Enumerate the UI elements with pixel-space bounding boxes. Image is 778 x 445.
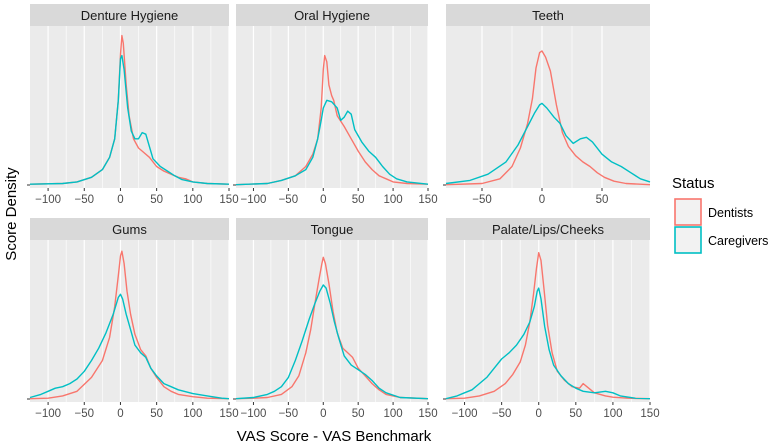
panel-background	[30, 26, 229, 188]
x-tick-label: 0	[320, 408, 326, 420]
x-tick-label: −50	[75, 194, 95, 206]
x-tick-label: 50	[150, 194, 163, 206]
panel-background	[236, 26, 428, 188]
panel-title: Denture Hygiene	[81, 8, 179, 23]
panel-strip	[236, 4, 428, 26]
panel-background	[446, 26, 650, 188]
panel-title: Teeth	[532, 8, 564, 23]
x-tick-label: −50	[75, 408, 95, 420]
legend-item-caregivers: Caregivers	[674, 226, 768, 254]
legend: Status Dentists Caregivers	[672, 175, 768, 254]
panel-title: Palate/Lips/Cheeks	[492, 222, 605, 237]
x-tick-label: −50	[472, 194, 492, 206]
density-caregivers	[29, 293, 230, 400]
density-caregivers	[445, 102, 651, 185]
density-dentists	[445, 252, 651, 400]
x-tick-label: 150	[640, 408, 659, 420]
x-tick-label: 150	[418, 194, 437, 206]
x-tick-label: −50	[279, 408, 299, 420]
legend-item-dentists: Dentists	[674, 198, 753, 226]
x-tick-label: 100	[183, 408, 202, 420]
x-tick-label: 100	[383, 194, 402, 206]
x-tick-label: 0	[536, 408, 542, 420]
panel-title: Oral Hygiene	[294, 8, 370, 23]
x-tick-label: 50	[569, 408, 582, 420]
panel-tongue: Tongue −100 −50 0 50 100 150	[233, 218, 438, 420]
panel-title: Gums	[112, 222, 147, 237]
x-tick-label: 0	[117, 408, 123, 420]
x-tick-label: 0	[320, 194, 326, 206]
x-tick-label: −100	[241, 194, 267, 206]
density-dentists	[235, 256, 429, 400]
x-tick-label: 50	[596, 194, 609, 206]
x-tick-label: 100	[183, 194, 202, 206]
panel-strip	[236, 218, 428, 240]
x-tick-label: 0	[117, 194, 123, 206]
legend-label: Dentists	[708, 206, 753, 220]
x-tick-label: 100	[603, 408, 622, 420]
x-tick-label: 50	[150, 408, 163, 420]
x-tick-label: −100	[452, 408, 478, 420]
panel-background	[30, 240, 229, 402]
x-tick-label: 0	[539, 194, 545, 206]
panel-strip	[446, 218, 650, 240]
legend-key	[674, 198, 702, 226]
x-tick-label: 50	[352, 194, 365, 206]
x-axis-title: VAS Score - VAS Benchmark	[237, 428, 432, 445]
panel-strip	[446, 4, 650, 26]
legend-label: Caregivers	[708, 234, 768, 248]
panel-gums: Gums −100 −50 0 50 100 150	[27, 218, 239, 420]
panel-strip	[30, 218, 229, 240]
density-caregivers	[445, 287, 651, 400]
x-tick-label: 150	[219, 194, 238, 206]
panel-denture-hygiene: Denture Hygiene −100 −50 0 50 100 150	[27, 4, 239, 206]
density-caregivers	[29, 54, 230, 185]
density-dentists	[445, 50, 651, 186]
x-tick-label: −100	[241, 408, 267, 420]
density-caregivers	[235, 284, 429, 400]
x-tick-label: −50	[492, 408, 512, 420]
panel-title: Tongue	[311, 222, 354, 237]
panel-background	[236, 240, 428, 402]
y-axis-title: Score Density	[3, 167, 20, 261]
x-tick-label: 100	[383, 408, 402, 420]
x-tick-label: 150	[418, 408, 437, 420]
panel-palate-lips-cheeks: Palate/Lips/Cheeks −100 −50 0 50 100 150	[443, 218, 660, 420]
panel-strip	[30, 4, 229, 26]
density-caregivers	[235, 99, 429, 186]
x-tick-label: 50	[352, 408, 365, 420]
panel-background	[446, 240, 650, 402]
legend-key	[674, 226, 702, 254]
panel-teeth: Teeth −50 0 50	[443, 4, 651, 206]
x-tick-label: 150	[219, 408, 238, 420]
panel-oral-hygiene: Oral Hygiene −100 −50 0 50 100 150	[233, 4, 438, 206]
density-dentists	[29, 250, 230, 400]
x-tick-label: −50	[279, 194, 299, 206]
density-dentists	[235, 54, 429, 186]
x-tick-label: −100	[35, 408, 61, 420]
x-tick-label: −100	[35, 194, 61, 206]
legend-title: Status	[672, 175, 715, 192]
